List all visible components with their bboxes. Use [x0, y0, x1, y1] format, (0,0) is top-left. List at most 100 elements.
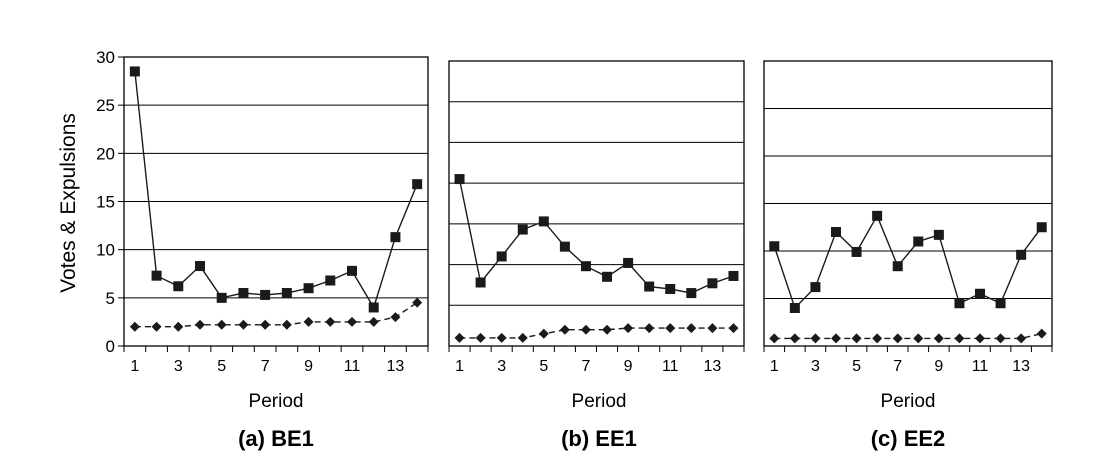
data-point — [129, 66, 140, 77]
data-point — [538, 328, 549, 339]
data-point — [412, 179, 423, 190]
y-tick-label: 10 — [96, 241, 115, 260]
x-tick-label: 5 — [217, 358, 226, 375]
data-point — [173, 281, 184, 292]
y-tick-label: 25 — [96, 96, 115, 115]
x-tick-label: 1 — [770, 358, 779, 375]
x-tick-label: 7 — [261, 358, 270, 375]
data-point — [580, 261, 591, 272]
data-point — [216, 292, 227, 303]
data-point — [347, 265, 357, 276]
data-point — [602, 271, 613, 282]
data-point — [238, 319, 249, 330]
panel-ee1: (b) EE1 Period 1 3 5 7 9 11 13 — [448, 60, 745, 451]
data-point — [789, 303, 800, 313]
y-tick-label: 20 — [96, 144, 115, 163]
data-point — [303, 316, 314, 327]
x-axis-title: Period — [249, 391, 304, 412]
panel-title: (c) EE2 — [871, 426, 946, 451]
data-point — [707, 278, 718, 289]
data-point — [195, 319, 205, 330]
data-point — [390, 312, 401, 323]
data-point — [872, 333, 883, 344]
x-tick-label: 3 — [174, 358, 183, 375]
series-line — [773, 214, 1043, 310]
x-tick-label: 9 — [304, 358, 313, 375]
data-point — [851, 333, 862, 344]
data-point — [281, 319, 292, 330]
data-point — [496, 332, 507, 343]
data-point — [913, 333, 924, 344]
x-axis-title: Period — [881, 391, 936, 412]
data-point — [195, 261, 205, 272]
data-point — [475, 277, 486, 288]
data-point — [325, 275, 336, 286]
data-point — [623, 257, 634, 268]
x-tick-label: 5 — [539, 358, 548, 375]
data-point — [1036, 328, 1047, 339]
data-point — [644, 323, 655, 334]
data-point — [1016, 333, 1027, 344]
data-point — [173, 321, 184, 332]
data-point — [831, 333, 841, 344]
panel-title: (a) BE1 — [238, 426, 314, 451]
x-tick-label: 9 — [624, 358, 633, 375]
x-tick-label: 13 — [387, 358, 405, 375]
data-point — [665, 284, 676, 294]
data-point — [475, 332, 486, 343]
data-point — [368, 316, 379, 327]
data-point — [789, 333, 800, 344]
data-point — [559, 324, 570, 335]
data-point — [151, 321, 162, 332]
data-point — [538, 216, 549, 227]
y-tick-label: 0 — [106, 337, 115, 356]
x-tick-label: 11 — [662, 358, 679, 375]
data-point — [580, 324, 591, 335]
y-tick-label: 30 — [96, 48, 115, 67]
data-point — [665, 323, 676, 334]
data-point — [975, 288, 985, 299]
series-line — [134, 71, 418, 310]
y-tick-label: 15 — [96, 193, 115, 212]
plot-frame — [448, 60, 745, 347]
x-tick-label: 9 — [934, 358, 943, 375]
data-point — [368, 302, 379, 313]
data-point — [995, 333, 1006, 344]
data-point — [831, 227, 841, 237]
x-tick-label: 13 — [1012, 358, 1030, 375]
data-point — [325, 316, 336, 327]
data-point — [1036, 222, 1047, 233]
data-point — [1016, 249, 1027, 260]
data-point — [260, 319, 271, 330]
x-tick-label: 13 — [703, 358, 721, 375]
data-point — [686, 323, 697, 334]
data-point — [347, 316, 357, 327]
data-point — [559, 241, 570, 252]
data-point — [892, 333, 903, 344]
panel-title: (b) EE1 — [561, 426, 637, 451]
data-point — [975, 333, 985, 344]
data-point — [933, 333, 944, 344]
data-point — [810, 333, 821, 344]
x-axis-title: Period — [572, 391, 627, 412]
data-point — [995, 298, 1006, 309]
x-tick-label: 3 — [811, 358, 820, 375]
x-tick-label: 11 — [972, 358, 989, 375]
data-point — [933, 229, 944, 240]
y-axis-title: Votes & Expulsions — [57, 113, 80, 293]
data-point — [913, 236, 924, 247]
data-point — [728, 323, 739, 334]
data-point — [303, 283, 314, 294]
data-point — [602, 324, 613, 335]
x-tick-label: 11 — [344, 358, 361, 375]
data-point — [216, 319, 227, 330]
data-point — [892, 261, 903, 272]
data-point — [517, 224, 528, 235]
data-point — [151, 270, 162, 281]
data-point — [623, 323, 634, 334]
x-tick-label: 7 — [582, 358, 591, 375]
y-tick-label: 5 — [106, 289, 115, 308]
x-tick-label: 3 — [497, 358, 506, 375]
data-point — [769, 241, 780, 252]
